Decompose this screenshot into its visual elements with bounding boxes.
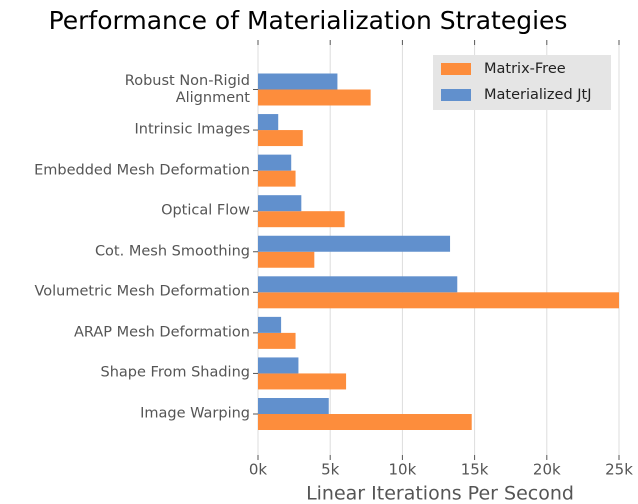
bar: [258, 316, 282, 333]
y-tick-label: Optical Flow: [161, 202, 250, 219]
bar: [258, 195, 302, 212]
bar: [258, 235, 451, 252]
bar: [258, 276, 458, 293]
y-tick-label: Volumetric Mesh Deformation: [34, 283, 250, 300]
legend-label: Materialized JtJ: [484, 87, 592, 103]
y-tick-label: Cot. Mesh Smoothing: [94, 243, 250, 260]
bar: [258, 89, 371, 106]
legend-label: Matrix-Free: [484, 61, 566, 77]
bar: [258, 73, 338, 90]
y-tick-label: Image Warping: [140, 405, 250, 422]
x-tick-label: 5k: [321, 461, 340, 479]
bar: [258, 332, 296, 349]
bar: [258, 130, 303, 147]
x-tick-label: 25k: [605, 461, 633, 479]
x-tick-label: 10k: [389, 461, 417, 479]
bar: [258, 414, 472, 430]
legend-swatch: [441, 63, 471, 75]
chart-title: Performance of Materialization Strategie…: [49, 6, 568, 35]
bar: [258, 154, 292, 171]
legend-swatch: [441, 89, 471, 101]
x-tick-label: 15k: [461, 461, 489, 479]
y-tick-label: Shape From Shading: [100, 364, 250, 381]
y-tick-label: Robust Non-Rigid Alignment: [124, 72, 250, 106]
bar: [258, 170, 296, 187]
bar: [258, 251, 315, 268]
bar: [258, 357, 299, 374]
bar: [258, 373, 347, 390]
bar: [258, 114, 279, 131]
x-axis-label: Linear Iterations Per Second: [306, 483, 574, 504]
bar: [258, 292, 619, 309]
bar: [258, 211, 345, 228]
y-tick-label: Embedded Mesh Deformation: [34, 162, 250, 179]
bar: [258, 398, 329, 414]
y-tick-label: ARAP Mesh Deformation: [73, 324, 250, 341]
x-tick-label: 0k: [249, 461, 268, 479]
x-tick-label: 20k: [533, 461, 561, 479]
y-tick-label: Intrinsic Images: [134, 121, 250, 138]
